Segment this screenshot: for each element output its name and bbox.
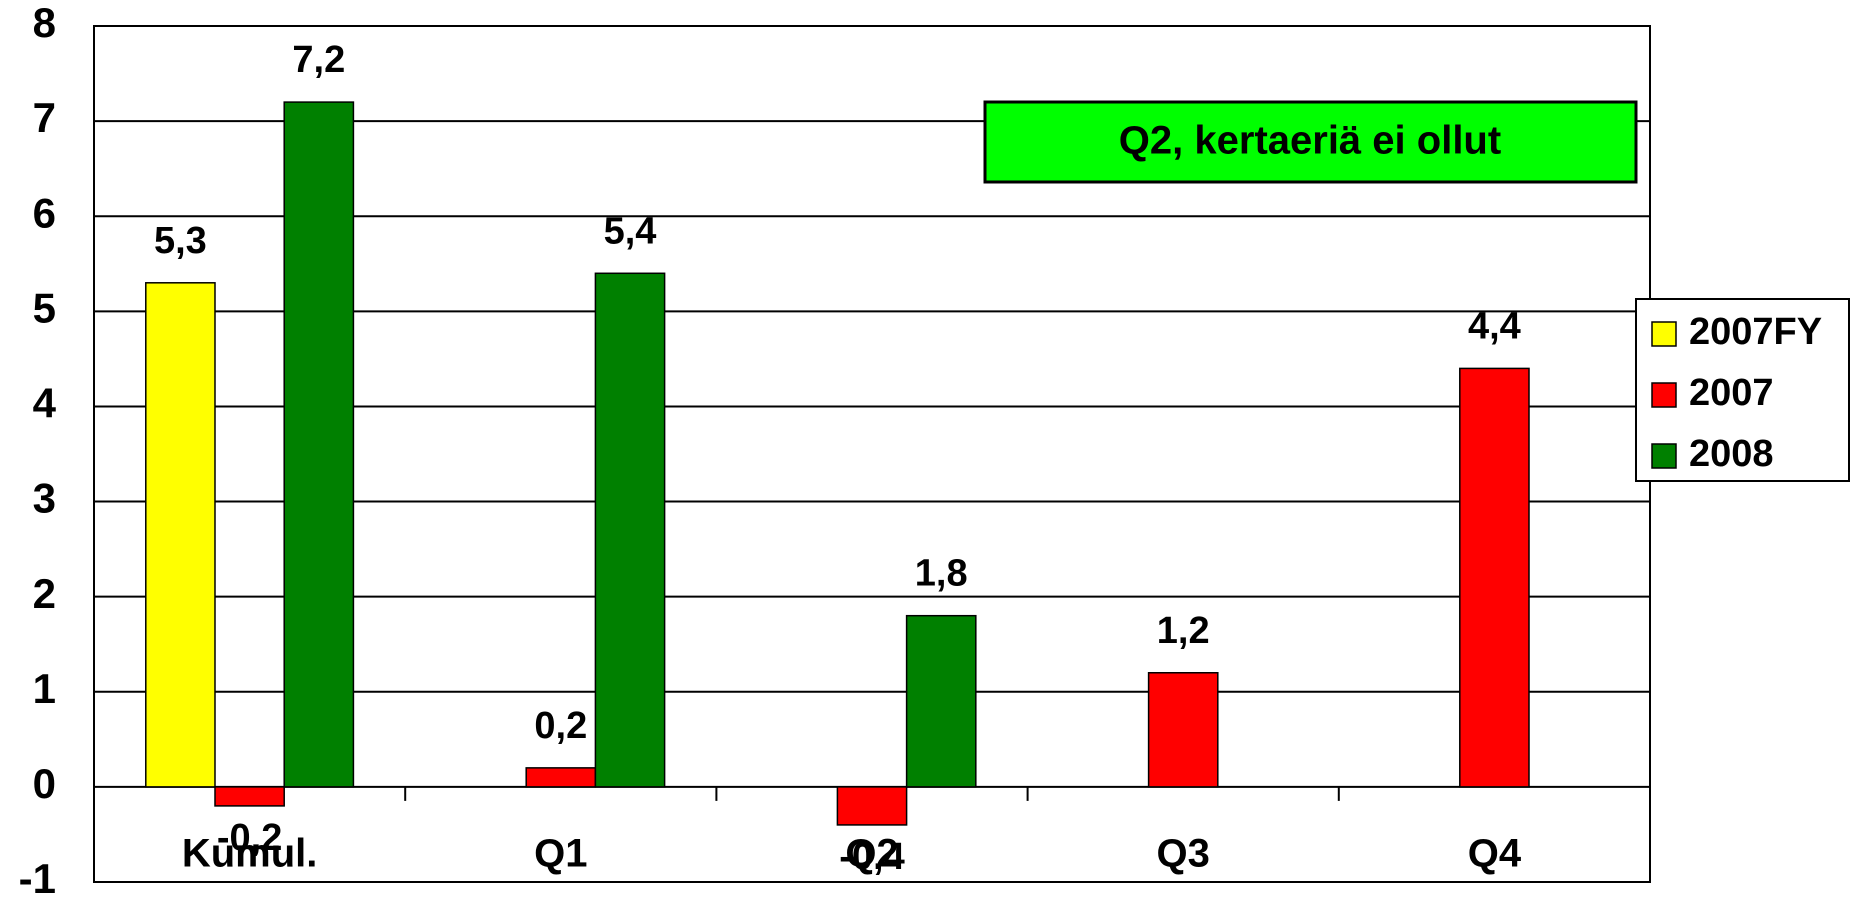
data-label: 0,2 [534,705,587,747]
legend-label: 2007 [1689,372,1774,414]
y-tick-label: 1 [33,665,56,712]
legend-swatch [1651,443,1677,469]
bar [214,786,285,807]
x-tick-label: Kumul. [182,832,318,876]
data-label: 1,8 [915,553,968,595]
x-tick-label: Q3 [1157,832,1210,876]
bar [1459,367,1530,788]
y-tick-label: 8 [33,0,56,46]
y-tick-label: 7 [33,94,56,141]
y-tick-label: 4 [33,380,57,427]
annotation-box [983,100,1638,184]
bar [594,272,666,788]
data-label: 5,4 [604,210,657,252]
x-tick-label: Q1 [534,832,587,876]
data-label: 4,4 [1468,305,1521,347]
legend-label: 2008 [1689,433,1774,475]
data-label: -0,2 [217,817,282,859]
y-tick-label: -1 [19,855,56,902]
bar [283,101,355,788]
data-label: 5,3 [154,220,207,262]
bar [836,786,908,826]
data-label: 7,2 [292,39,345,81]
data-label: -0,4 [839,836,904,878]
bar [1147,672,1219,788]
x-tick-label: Q4 [1468,832,1522,876]
bar [905,614,977,788]
y-tick-label: 5 [33,284,56,331]
data-label: 1,2 [1157,610,1210,652]
legend-label: 2007FY [1689,311,1822,353]
y-tick-label: 3 [33,475,56,522]
bar [145,282,216,788]
x-tick-label: Q2 [845,832,898,876]
y-tick-label: 0 [33,760,56,807]
y-tick-label: 6 [33,189,56,236]
bar [525,767,597,788]
legend-swatch [1651,321,1677,347]
y-tick-label: 2 [33,570,56,617]
annotation: Q2, kertaeriä ei ollut [1119,119,1501,163]
legend-swatch [1651,382,1677,408]
